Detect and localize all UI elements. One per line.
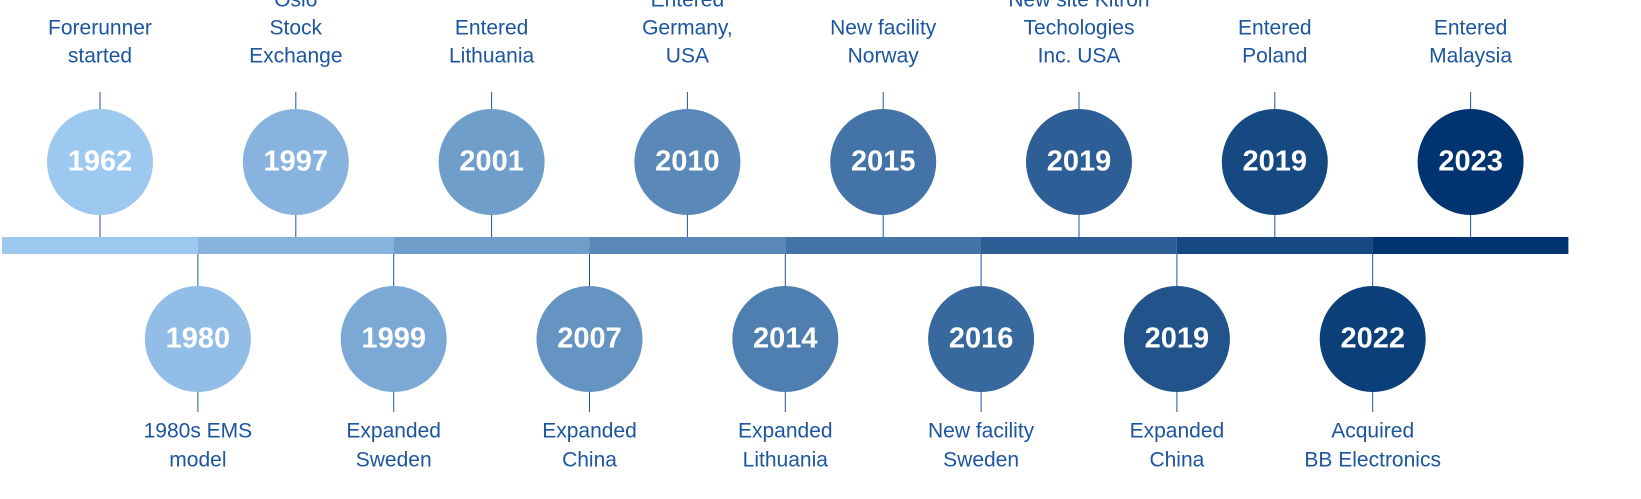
- year: 2001: [459, 146, 524, 178]
- event-label: Expanded: [542, 420, 637, 443]
- event-label: Expanded: [346, 420, 441, 443]
- year: 2014: [753, 323, 818, 355]
- year-circle: [634, 109, 741, 215]
- year-circle: [1221, 109, 1328, 215]
- year: 2007: [557, 323, 622, 355]
- year: 2010: [655, 146, 720, 178]
- year: 2022: [1340, 323, 1405, 355]
- year-circle: [144, 286, 251, 392]
- timeline-bar: [785, 237, 981, 254]
- year-circle: [340, 286, 447, 392]
- event-label: Expanded: [1130, 420, 1225, 443]
- year-circle: [1123, 286, 1230, 392]
- event-label: New facility: [928, 420, 1035, 443]
- year: 2023: [1438, 146, 1503, 178]
- year-circle: [732, 286, 839, 392]
- event-label: Malaysia: [1429, 45, 1512, 68]
- year-circle: [47, 109, 153, 215]
- year-circle: [1319, 286, 1426, 392]
- event-label: Exchange: [249, 45, 342, 68]
- event-label: New facility: [830, 17, 937, 40]
- event-label: started: [68, 45, 132, 68]
- event-label: model: [169, 449, 226, 472]
- event-label: China: [562, 449, 617, 472]
- event-label: Germany,: [642, 17, 733, 40]
- year: 1980: [166, 323, 231, 355]
- year: 2019: [1243, 146, 1308, 178]
- event-label: Lithuania: [743, 449, 829, 472]
- event-label: Sweden: [943, 449, 1019, 472]
- event-label: Expanded: [738, 420, 833, 443]
- event-label: Forerunner: [48, 17, 152, 40]
- event-label: New site Kitron: [1008, 0, 1149, 12]
- timeline-bar: [393, 237, 590, 254]
- year: 2019: [1047, 146, 1112, 178]
- year-circle: [1026, 109, 1132, 215]
- timeline-bar: [589, 237, 786, 254]
- event-label: Acquired: [1331, 420, 1414, 443]
- year: 2015: [851, 146, 916, 178]
- year-circle: [1417, 109, 1524, 215]
- event-label: Entered: [455, 17, 529, 40]
- timeline-bar: [197, 237, 394, 254]
- event-label: Stock: [270, 17, 323, 40]
- year-circle: [928, 286, 1035, 392]
- event-label: Sweden: [356, 449, 432, 472]
- event-label: Inc. USA: [1038, 45, 1121, 68]
- year: 1999: [361, 323, 426, 355]
- event-label: Lithuania: [449, 45, 535, 68]
- timeline-bar: [1372, 237, 1569, 254]
- year-circle: [242, 109, 349, 215]
- year: 1962: [68, 146, 133, 178]
- event-label: Poland: [1242, 45, 1307, 68]
- year: 2019: [1145, 323, 1210, 355]
- year-circle: [438, 109, 545, 215]
- event-label: Entered: [651, 0, 725, 12]
- timeline-bar: [2, 237, 198, 254]
- event-label: BB Electronics: [1304, 449, 1441, 472]
- event-label: Entered: [1434, 17, 1508, 40]
- year: 2016: [949, 323, 1014, 355]
- year-circle: [536, 286, 643, 392]
- timeline-bar: [981, 237, 1177, 254]
- event-label: 1980s EMS: [144, 420, 253, 443]
- year: 1997: [264, 146, 329, 178]
- event-label: Oslo: [274, 0, 317, 12]
- timeline-bar: [1176, 237, 1373, 254]
- event-label: Techologies: [1024, 17, 1135, 40]
- event-label: Norway: [848, 45, 920, 68]
- event-label: China: [1149, 449, 1204, 472]
- event-label: Entered: [1238, 17, 1312, 40]
- year-circle: [830, 109, 937, 215]
- event-label: USA: [666, 45, 709, 68]
